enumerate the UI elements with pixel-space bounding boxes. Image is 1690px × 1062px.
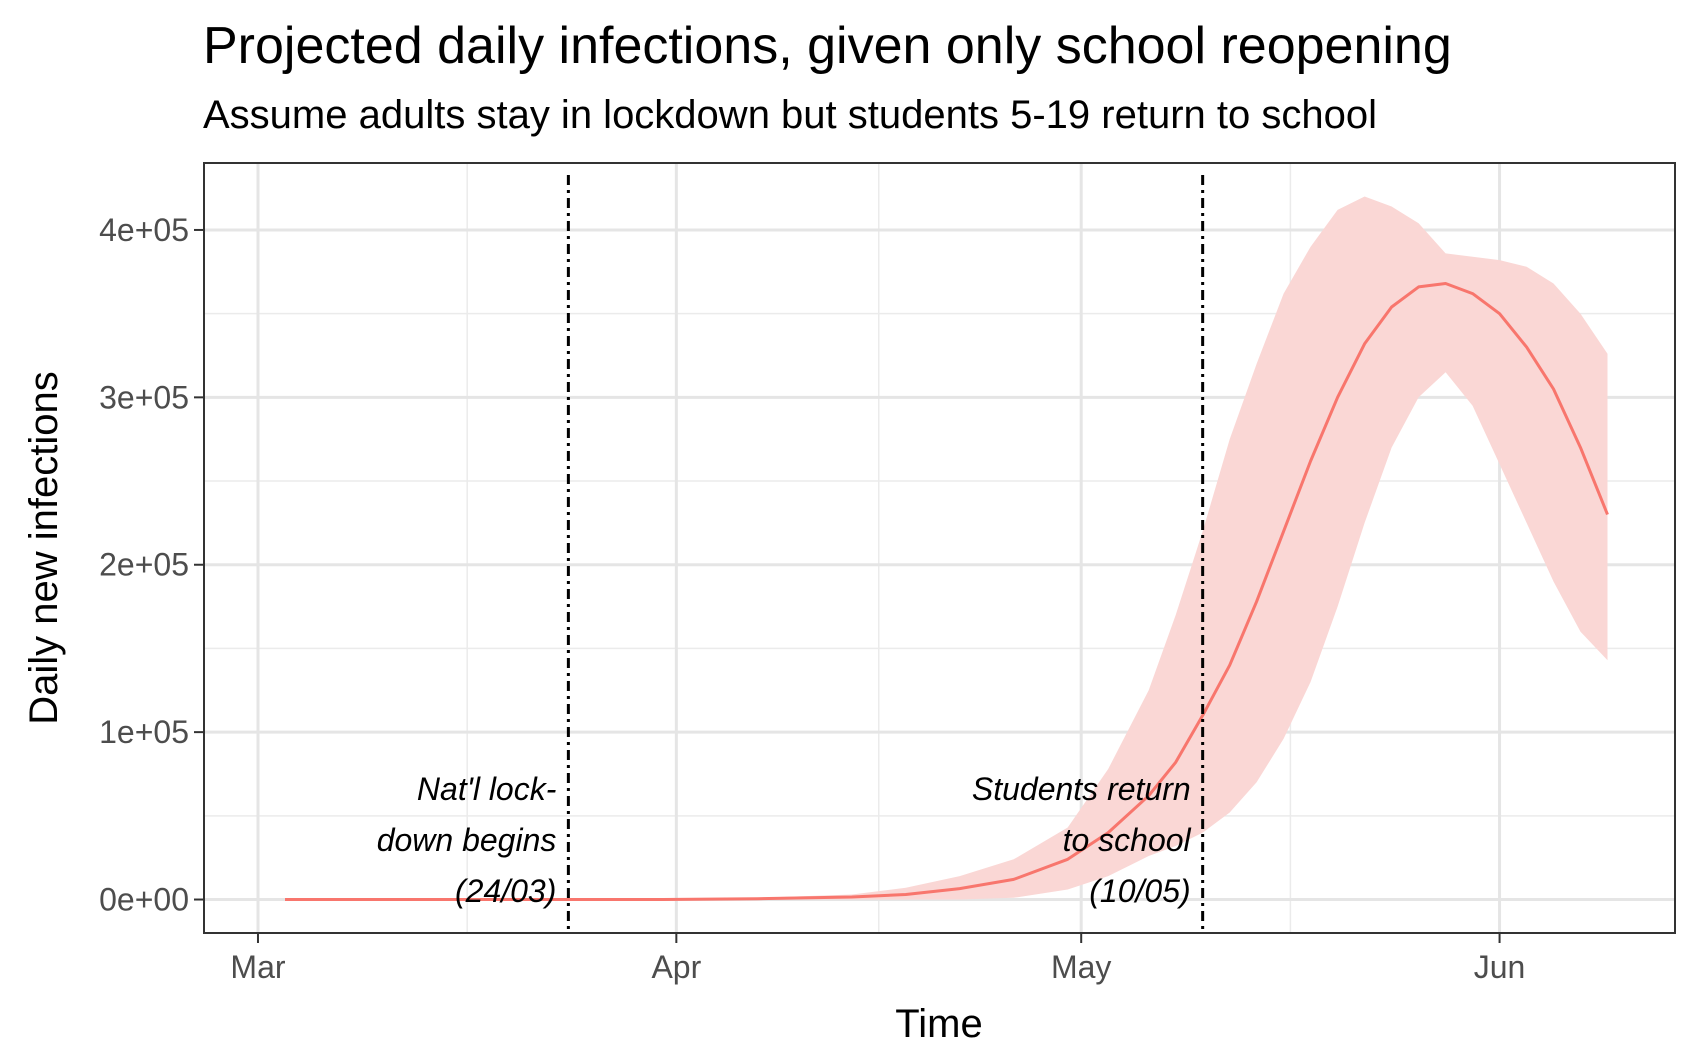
annotation-line: to school [1063, 822, 1192, 858]
annotation-line: (24/03) [455, 873, 556, 909]
annotation-line: (10/05) [1089, 873, 1190, 909]
confidence-band [285, 196, 1608, 900]
x-tick-label: Mar [230, 949, 285, 985]
x-tick-label: May [1051, 949, 1111, 985]
plot-border [203, 162, 1676, 934]
y-tick-label: 4e+05 [99, 212, 189, 248]
y-axis: 0e+00 1e+05 2e+05 3e+05 4e+05 [99, 212, 204, 918]
projection-line-layer [285, 282, 1609, 901]
annotations-layer: Nat'l lock-down begins (24/03) Students re… [377, 771, 1192, 909]
x-tick-label: Apr [651, 949, 701, 985]
projection-line [285, 282, 1609, 901]
annotation-line: Students return [972, 771, 1191, 807]
annotation-line: down begins [377, 822, 557, 858]
chart-subtitle: Assume adults stay in lockdown but stude… [203, 93, 1377, 137]
y-tick-label: 0e+00 [99, 882, 189, 918]
annotation-line: Nat'l lock- [417, 771, 556, 807]
x-axis-title: Time [895, 1002, 982, 1046]
y-tick-label: 1e+05 [99, 714, 189, 750]
y-axis-title: Daily new infections [22, 371, 66, 725]
confidence-band-layer [285, 196, 1608, 900]
minor-gridlines [204, 163, 1675, 933]
x-tick-label: Jun [1474, 949, 1526, 985]
y-tick-label: 3e+05 [99, 379, 189, 415]
y-tick-label: 2e+05 [99, 547, 189, 583]
x-axis: Mar Apr May Jun [230, 933, 1525, 985]
chart-title: Projected daily infections, given only s… [203, 17, 1452, 75]
